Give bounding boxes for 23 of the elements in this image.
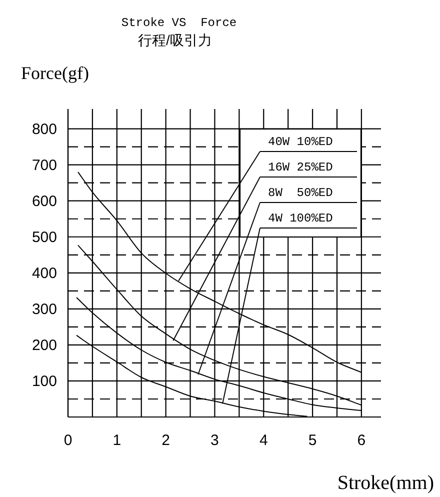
x-tick-label: 2 <box>162 432 170 449</box>
subtitle: 行程/吸引力 <box>138 32 212 48</box>
annotation: 40W 10%ED <box>268 135 333 149</box>
x-tick-label: 0 <box>64 432 72 449</box>
annotation: 4W 100%ED <box>268 212 333 226</box>
y-tick-label: 200 <box>32 336 57 354</box>
y-tick-label: 700 <box>32 156 57 174</box>
y-tick-label: 400 <box>32 264 57 282</box>
x-tick-label: 6 <box>357 432 366 449</box>
title: Stroke VS Force <box>121 16 237 30</box>
annotation: 16W 25%ED <box>268 160 333 174</box>
y-tick-label: 500 <box>32 228 57 246</box>
x-tick-label: 5 <box>308 432 317 449</box>
x-tick-label: 3 <box>210 432 219 449</box>
annotation: 8W 50%ED <box>268 186 333 200</box>
y-tick-label: 100 <box>32 372 57 390</box>
y-tick-label: 300 <box>32 300 57 318</box>
y-axis-title: Force(gf) <box>21 63 89 83</box>
y-tick-label: 600 <box>32 192 57 210</box>
y-tick-label: 800 <box>32 120 57 138</box>
x-tick-label: 1 <box>112 432 122 449</box>
x-tick-label: 4 <box>259 432 268 449</box>
x-axis-title: Stroke(mm) <box>337 472 434 494</box>
